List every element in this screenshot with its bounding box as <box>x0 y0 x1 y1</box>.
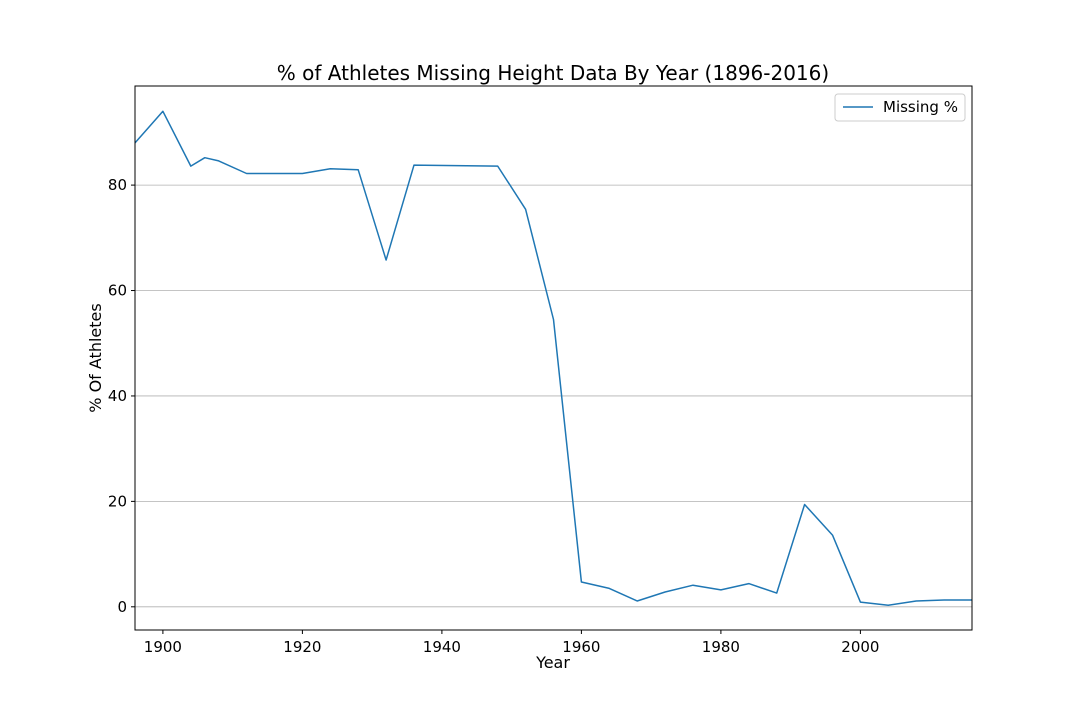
y-tick-label: 40 <box>108 387 127 405</box>
x-tick-label: 1900 <box>144 638 182 656</box>
y-tick-label: 80 <box>108 176 127 194</box>
x-tick-label: 1920 <box>283 638 321 656</box>
x-axis: 1900 1920 1940 1960 1980 2000 <box>144 630 879 656</box>
series-line-missing-pct <box>134 110 972 606</box>
x-tick-label: 1960 <box>562 638 600 656</box>
legend: Missing % <box>834 93 966 122</box>
x-axis-label: Year <box>535 653 570 672</box>
chart-title: % of Athletes Missing Height Data By Yea… <box>277 61 829 85</box>
legend-box <box>834 93 966 122</box>
y-axis: 0 20 40 60 80 <box>108 176 135 616</box>
x-tick-label: 2000 <box>841 638 879 656</box>
y-tick-label: 0 <box>117 598 127 616</box>
series-lines <box>134 110 972 606</box>
x-tick-label: 1940 <box>423 638 461 656</box>
y-tick-label: 60 <box>108 282 127 300</box>
legend-label: Missing % <box>883 98 958 116</box>
y-axis-label: % Of Athletes <box>86 303 105 412</box>
plot-area-frame <box>134 85 973 631</box>
gridlines <box>135 184 972 608</box>
x-tick-label: 1980 <box>702 638 740 656</box>
y-tick-label: 20 <box>108 492 127 510</box>
